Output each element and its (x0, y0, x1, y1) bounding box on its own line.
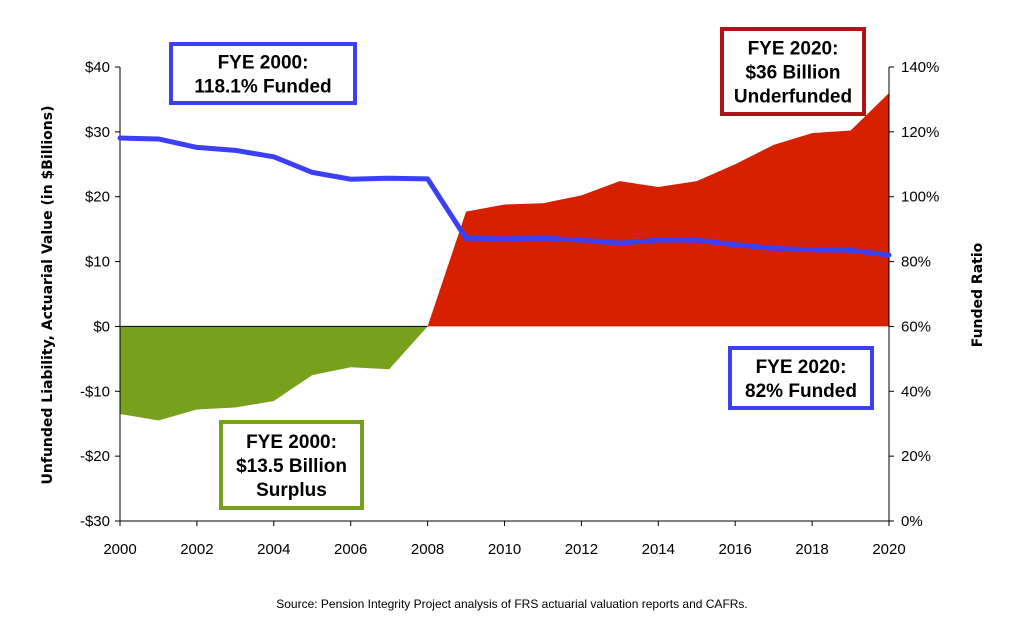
funded-ratio-line (117, 135, 892, 258)
right-tick-label: 120% (901, 124, 939, 141)
left-tick-label: $40 (85, 59, 110, 76)
axes-layer: $40 $30 $20 $10 $0 -$10 -$20 -$30 140% 120% 100% 80… (80, 59, 939, 558)
left-axis-title: Unfunded Liability, Actuarial Value (in … (40, 106, 56, 485)
callout-text-line: 82% Funded (745, 381, 857, 402)
x-tick-label: 2010 (488, 541, 521, 558)
x-tick-label: 2012 (565, 541, 598, 558)
x-tick-label: 2018 (795, 541, 828, 558)
area-layer (120, 92, 889, 421)
callout-text-line: Surplus (256, 480, 327, 501)
left-tick-label: $0 (93, 318, 110, 335)
x-tick-label: 2000 (103, 541, 136, 558)
left-tick-label: -$30 (80, 513, 110, 530)
line-layer (117, 135, 892, 258)
callout-text-line: Underfunded (734, 87, 852, 108)
right-tick-label: 80% (901, 254, 931, 271)
left-tick-label: $30 (85, 124, 110, 141)
callout-fye2020-funded: FYE 2020: 82% Funded (728, 346, 874, 410)
callout-box (219, 420, 364, 510)
callout-fye2020-underfunded: FYE 2020: $36 Billion Underfunded (720, 27, 866, 116)
callout-layer: FYE 2000: 118.1% Funded FYE 2020: $36 Billi… (169, 27, 874, 510)
callout-text-line: FYE 2000: (218, 53, 309, 74)
callout-fye2000-surplus: FYE 2000: $13.5 Billion Surplus (219, 420, 364, 510)
right-tick-label: 20% (901, 448, 931, 465)
callout-box (720, 27, 866, 116)
callout-text-line: FYE 2020: (756, 357, 847, 378)
x-tick-label: 2020 (872, 541, 905, 558)
x-tick-label: 2002 (180, 541, 213, 558)
right-tick-label: 60% (901, 318, 931, 335)
source-note: Source: Pension Integrity Project analys… (276, 597, 748, 611)
x-tick-label: 2016 (719, 541, 752, 558)
x-tick-label: 2006 (334, 541, 367, 558)
right-tick-label: 40% (901, 383, 931, 400)
right-axis-title: Funded Ratio (970, 242, 986, 347)
right-tick-label: 140% (901, 59, 939, 76)
callout-text-line: FYE 2000: (246, 432, 337, 453)
callout-text-line: 118.1% Funded (194, 77, 331, 98)
x-tick-label: 2014 (642, 541, 675, 558)
left-tick-label: $10 (85, 254, 110, 271)
callout-text-line: $36 Billion (745, 63, 840, 84)
area-series-1 (427, 92, 889, 327)
area-series-0 (120, 326, 428, 421)
left-tick-label: -$20 (80, 448, 110, 465)
left-tick-label: $20 (85, 189, 110, 206)
right-tick-label: 100% (901, 189, 939, 206)
callout-fye2000-funded: FYE 2000: 118.1% Funded (169, 42, 357, 105)
callout-text-line: FYE 2020: (748, 39, 839, 60)
left-tick-label: -$10 (80, 383, 110, 400)
callout-box (728, 346, 874, 410)
callout-text-line: $13.5 Billion (236, 456, 347, 477)
x-tick-label: 2004 (257, 541, 290, 558)
right-tick-label: 0% (901, 513, 923, 530)
callout-box (169, 42, 357, 105)
x-tick-label: 2008 (411, 541, 444, 558)
